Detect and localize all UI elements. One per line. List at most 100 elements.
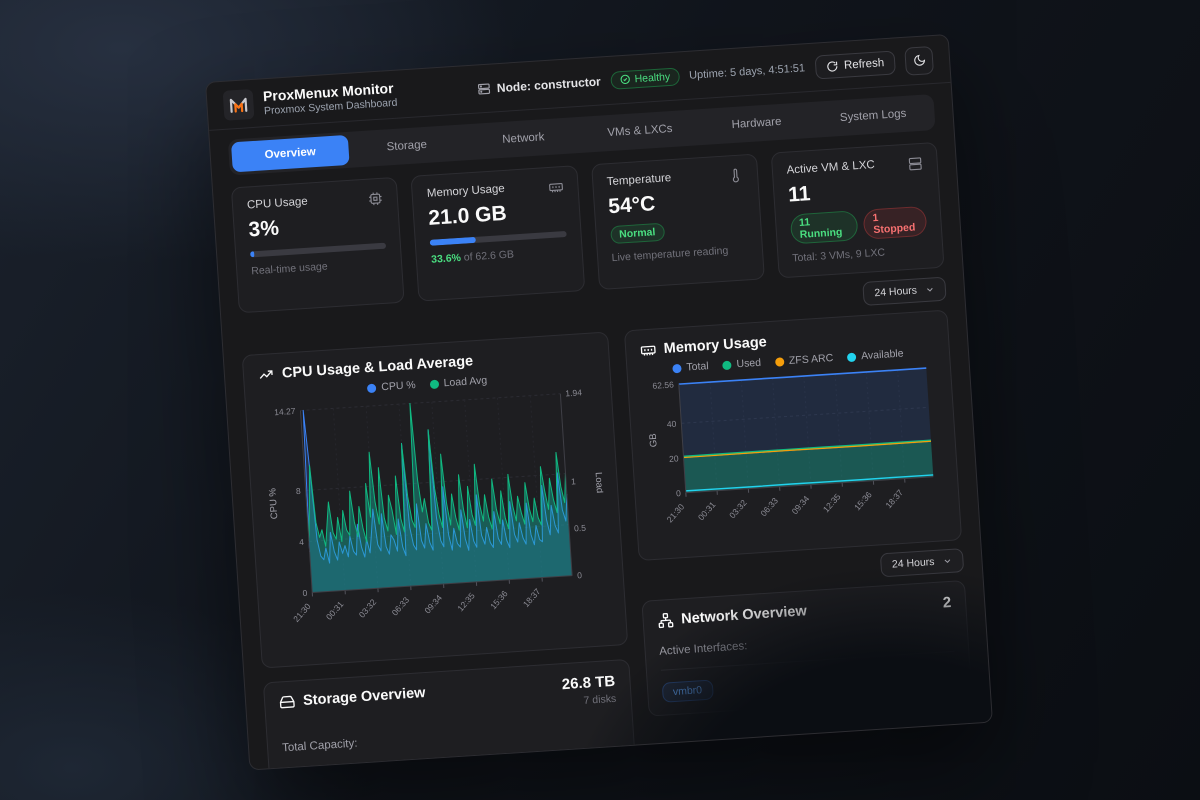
tab-network[interactable]: Network [501, 131, 545, 146]
storage-disks-value: 7 disks [583, 693, 617, 708]
storage-overview-card: Storage Overview 26.8 TB 7 disks Total C… [262, 659, 637, 771]
memory-caption: 33.6% of 62.6 GB [430, 248, 515, 266]
svg-text:CPU %: CPU % [267, 487, 280, 519]
charts-grid: CPU Usage & Load Average CPU % Load Avg … [241, 309, 976, 771]
svg-text:15:36: 15:36 [852, 489, 874, 512]
tab-vms-lxcs[interactable]: VMs & LXCs [607, 122, 673, 140]
health-badge: Healthy [610, 66, 680, 90]
vm-running-badge: 11 Running [789, 210, 860, 245]
svg-text:03:32: 03:32 [727, 498, 749, 521]
temperature-card: Temperature 54°C Normal Live temperature… [590, 153, 765, 291]
chevron-down-icon [942, 556, 953, 567]
ram-icon [548, 179, 564, 195]
network-interface-list: vmbr0 [661, 664, 956, 704]
time-range-2-value: 24 Hours [891, 556, 935, 572]
svg-text:8: 8 [296, 486, 302, 496]
svg-text:18:37: 18:37 [521, 586, 543, 609]
available-legend-dot [846, 352, 857, 362]
tab-hardware[interactable]: Hardware [731, 115, 782, 132]
memory-chart-card: Memory Usage Total Used ZFS ARC Availabl… [623, 309, 963, 562]
hard-drive-icon [279, 694, 296, 711]
right-column: Memory Usage Total Used ZFS ARC Availabl… [623, 309, 973, 718]
memory-card-title: Memory Usage [426, 182, 506, 200]
cpu-legend-dot [367, 383, 377, 393]
svg-text:09:34: 09:34 [422, 593, 444, 616]
used-legend-dot [722, 360, 732, 370]
node-label-group: Node: constructor [476, 74, 601, 96]
cpu-load-chart-card: CPU Usage & Load Average CPU % Load Avg … [241, 331, 628, 669]
storage-row-physical-disks: Physical Disks: [284, 749, 621, 771]
temperature-value: 54°C [607, 192, 656, 219]
dashboard-window: ProxMenux Monitor Proxmox System Dashboa… [205, 33, 993, 771]
total-legend-label: Total [686, 360, 710, 374]
content-area: Overview Storage Network VMs & LXCs Hard… [209, 83, 993, 771]
load-legend-dot [429, 379, 439, 389]
chevron-down-icon [925, 284, 936, 295]
temperature-card-title: Temperature [606, 172, 672, 189]
svg-text:00:31: 00:31 [695, 500, 717, 523]
svg-text:21:30: 21:30 [291, 601, 313, 624]
network-overview-card: Network Overview 2 Active Interfaces: vm… [640, 580, 973, 718]
proxmenux-logo [222, 88, 255, 121]
svg-text:0: 0 [675, 488, 681, 498]
refresh-label: Refresh [843, 56, 885, 72]
uptime-label: Uptime: 5 days, 4:51:51 [688, 61, 806, 82]
server-stack-icon [907, 156, 923, 172]
svg-text:15:36: 15:36 [488, 588, 510, 611]
svg-text:06:33: 06:33 [758, 495, 780, 518]
theme-toggle-button[interactable] [904, 45, 934, 76]
vm-card-title: Active VM & LXC [786, 158, 876, 177]
svg-text:GB: GB [647, 433, 659, 448]
server-icon [476, 81, 491, 96]
time-range-value: 24 Hours [874, 284, 918, 300]
temperature-caption: Live temperature reading [611, 244, 729, 265]
brand-text: ProxMenux Monitor Proxmox System Dashboa… [263, 80, 398, 117]
trending-up-icon [258, 366, 275, 383]
svg-text:40: 40 [666, 419, 676, 430]
memory-chart: 0 20 40 62.56 21:30 00:31 03:32 06:33 09:34 12:35… [647, 367, 933, 524]
svg-text:62.56: 62.56 [652, 379, 674, 390]
used-legend-label: Used [736, 356, 762, 371]
storage-row-total-capacity: Total Capacity: [281, 737, 358, 755]
cpu-legend-label: CPU % [380, 379, 417, 394]
refresh-button[interactable]: Refresh [814, 49, 896, 80]
interface-badge-vmbr0: vmbr0 [661, 679, 714, 704]
time-range-select[interactable]: 24 Hours [862, 276, 947, 306]
cpu-load-chart: 0 4 8 14.27 0 0.5 1 1.94 21:30 00:31 03:32 06:33 09:… [267, 387, 605, 624]
network-interfaces-count: 2 [942, 594, 952, 612]
refresh-icon [826, 60, 839, 73]
time-range-row: 24 Hours [240, 276, 947, 347]
vm-count-value: 11 [787, 182, 812, 207]
cpu-card-title: CPU Usage [246, 195, 309, 212]
svg-text:14.27: 14.27 [274, 406, 296, 417]
memory-chart-title: Memory Usage [663, 334, 768, 357]
cpu-progress [250, 242, 387, 258]
zfs-arc-legend-label: ZFS ARC [788, 352, 834, 367]
svg-text:Load: Load [593, 472, 605, 494]
svg-text:03:32: 03:32 [357, 597, 379, 620]
cpu-value: 3% [247, 216, 280, 242]
time-range-select-2[interactable]: 24 Hours [880, 548, 965, 578]
total-legend-dot [672, 363, 682, 373]
active-vm-lxc-card: Active VM & LXC 11 11 Running 1 Stopped … [770, 141, 945, 279]
memory-value: 21.0 GB [427, 201, 508, 230]
ram-icon [639, 341, 656, 358]
header-bar: ProxMenux Monitor Proxmox System Dashboa… [206, 34, 951, 131]
moon-icon [912, 53, 926, 67]
memory-progress [429, 231, 567, 246]
tab-overview[interactable]: Overview [230, 134, 350, 173]
cpu-chip-icon [368, 191, 384, 207]
network-nodes-icon [657, 612, 674, 629]
health-label: Healthy [634, 70, 671, 85]
svg-text:20: 20 [668, 453, 678, 464]
svg-text:0: 0 [577, 570, 583, 580]
cpu-caption: Real-time usage [250, 260, 329, 278]
svg-text:0: 0 [302, 588, 308, 598]
tab-system-logs[interactable]: System Logs [839, 107, 907, 125]
storage-title: Storage Overview [302, 685, 426, 710]
zfs-arc-legend-dot [774, 356, 785, 367]
tab-storage[interactable]: Storage [386, 138, 428, 154]
svg-text:00:31: 00:31 [324, 599, 346, 622]
stat-cards-row: CPU Usage 3% Real-time usage Memory Usag… [230, 141, 945, 314]
vm-caption: Total: 3 VMs, 9 LXC [791, 246, 886, 265]
